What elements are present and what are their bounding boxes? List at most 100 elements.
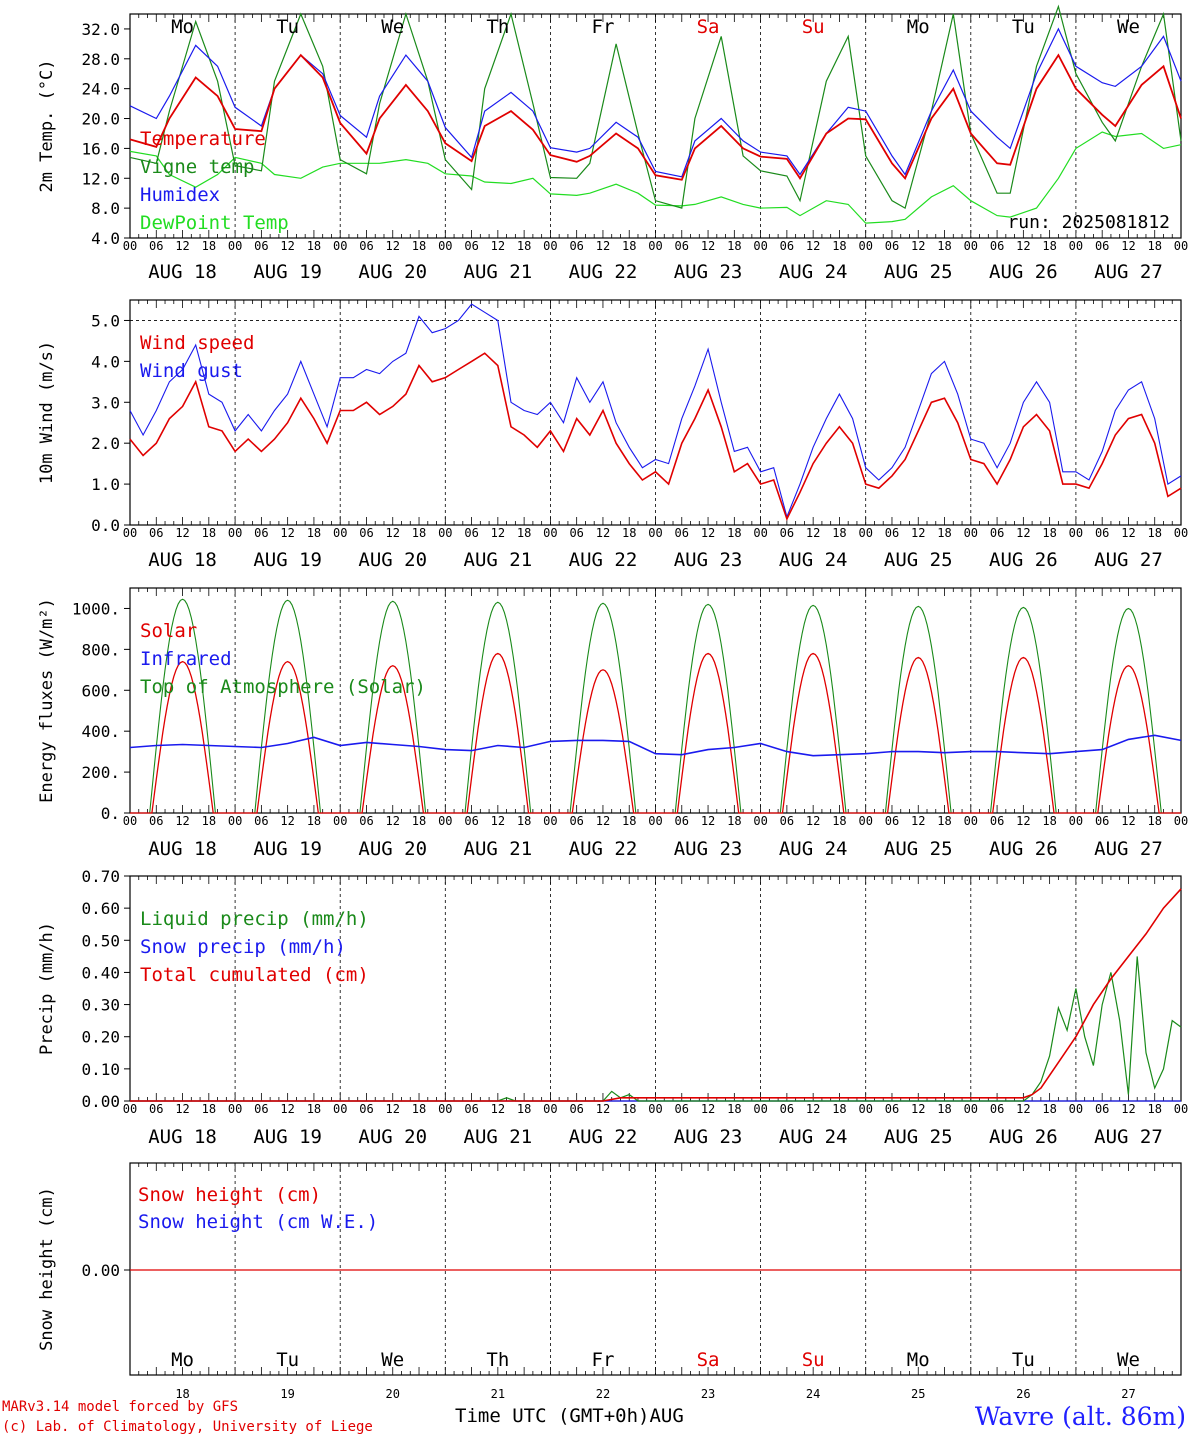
hour-tick-label: 12 (1121, 239, 1135, 253)
date-label: AUG 18 (148, 1126, 217, 1148)
hour-tick-label: 06 (885, 1102, 899, 1116)
hour-tick-label: 00 (333, 239, 347, 253)
weekday-label: Tu (276, 1349, 299, 1371)
day-number-label: 25 (911, 1387, 925, 1400)
hour-tick-label: 06 (780, 1102, 794, 1116)
date-label: AUG 23 (674, 1126, 743, 1148)
hour-tick-label: 06 (675, 1102, 689, 1116)
y-tick-label: 0.40 (81, 963, 120, 982)
y-tick-label: 4.0 (91, 229, 120, 248)
hour-tick-label: 06 (885, 526, 899, 540)
date-label: AUG 23 (674, 261, 743, 283)
hour-tick-label: 12 (386, 1102, 400, 1116)
legend-total-cumulated-cm: Total cumulated (cm) (140, 964, 369, 986)
series-infrared (129, 734, 1182, 757)
hour-tick-label: 00 (543, 814, 557, 828)
date-label: AUG 19 (253, 1126, 322, 1148)
hour-tick-label: 00 (228, 814, 242, 828)
panel-frame (129, 299, 1182, 526)
y-axis-label: 2m Temp. (°C) (37, 59, 57, 192)
hour-tick-label: 00 (1174, 526, 1188, 540)
hour-tick-label: 12 (806, 526, 820, 540)
hour-tick-label: 00 (123, 1102, 137, 1116)
y-tick-label: 8.0 (91, 199, 120, 218)
weekday-label: Mo (171, 16, 194, 38)
day-number-label: 20 (386, 1387, 400, 1400)
hour-tick-label: 06 (780, 814, 794, 828)
y-tick-label: 0.70 (81, 867, 120, 886)
hour-tick-label: 00 (1174, 239, 1188, 253)
weekday-label: Fr (592, 16, 615, 38)
legend-wind-gust: Wind gust (140, 360, 243, 382)
hour-tick-label: 18 (307, 1102, 321, 1116)
y-tick-label: 0.10 (81, 1060, 120, 1079)
hour-tick-label: 18 (727, 239, 741, 253)
date-label: AUG 27 (1094, 838, 1163, 860)
date-label: AUG 27 (1094, 1126, 1163, 1148)
hour-tick-label: 12 (596, 239, 610, 253)
model-credit: MARv3.14 model forced by GFS (2, 1399, 239, 1415)
day-number-label: 21 (491, 1387, 505, 1400)
panel-1: 00 06 12 18 AUG 18 00 06 12 18 AUG 19 00 06 12 18 AUG … (37, 4, 1188, 283)
weekday-label: Su (802, 16, 825, 38)
date-label: AUG 23 (674, 838, 743, 860)
hour-tick-label: 18 (937, 1102, 951, 1116)
hour-tick-label: 00 (333, 1102, 347, 1116)
hour-tick-label: 18 (202, 526, 216, 540)
y-tick-label: 0.30 (81, 996, 120, 1015)
hour-tick-label: 06 (359, 814, 373, 828)
y-tick-label: 0.50 (81, 931, 120, 950)
day-number-label: 27 (1121, 1387, 1135, 1400)
y-tick-label: 0. (101, 804, 120, 823)
hour-tick-label: 06 (885, 814, 899, 828)
hour-tick-label: 18 (202, 814, 216, 828)
y-tick-label: 28.0 (81, 50, 120, 69)
weekday-label: We (381, 16, 404, 38)
hour-tick-label: 18 (517, 814, 531, 828)
hour-tick-label: 12 (491, 526, 505, 540)
hour-tick-label: 00 (753, 1102, 767, 1116)
hour-tick-label: 12 (806, 1102, 820, 1116)
hour-tick-label: 18 (307, 239, 321, 253)
date-label: AUG 23 (674, 549, 743, 571)
hour-tick-label: 12 (280, 526, 294, 540)
date-label: AUG 26 (989, 838, 1058, 860)
hour-tick-label: 12 (596, 526, 610, 540)
hour-tick-label: 06 (990, 814, 1004, 828)
date-label: AUG 24 (779, 1126, 848, 1148)
y-tick-label: 0.00 (81, 1261, 120, 1280)
legend-temperature: Temperature (140, 128, 266, 150)
panel-3: 00 06 12 18 AUG 18 00 06 12 18 AUG 19 00 06 12 18 AUG … (37, 587, 1188, 860)
hour-tick-label: 00 (438, 1102, 452, 1116)
hour-tick-label: 18 (937, 526, 951, 540)
time-axis-text: Time UTC (GMT+0h) (455, 1405, 650, 1427)
hour-tick-label: 00 (123, 814, 137, 828)
date-label: AUG 21 (464, 261, 533, 283)
hour-tick-label: 12 (911, 1102, 925, 1116)
hour-tick-label: 18 (412, 239, 426, 253)
date-label: AUG 22 (569, 549, 638, 571)
legend-wind-speed: Wind speed (140, 332, 254, 354)
hour-tick-label: 12 (175, 239, 189, 253)
hour-tick-label: 12 (1016, 1102, 1030, 1116)
date-label: AUG 20 (358, 261, 427, 283)
date-label: AUG 20 (358, 838, 427, 860)
hour-tick-label: 00 (228, 526, 242, 540)
y-tick-label: 400. (81, 722, 120, 741)
hour-tick-label: 12 (596, 814, 610, 828)
hour-tick-label: 12 (701, 239, 715, 253)
hour-tick-label: 18 (1147, 526, 1161, 540)
weekday-label: Tu (276, 16, 299, 38)
y-axis-label: Energy fluxes (W/m²) (37, 598, 57, 803)
hour-tick-label: 06 (254, 814, 268, 828)
hour-tick-label: 12 (491, 239, 505, 253)
y-tick-label: 200. (81, 763, 120, 782)
date-label: AUG 26 (989, 261, 1058, 283)
panel-4: 00 06 12 18 AUG 18 00 06 12 18 AUG 19 00 06 12 18 AUG … (37, 867, 1188, 1148)
y-axis-label: Precip (mm/h) (37, 922, 57, 1055)
y-tick-label: 3.0 (91, 393, 120, 412)
panel-5: 0.00 Snow height (cm) Snow height (cm) Snow… (37, 1162, 1182, 1400)
date-label: AUG 21 (464, 1126, 533, 1148)
hour-tick-label: 12 (280, 1102, 294, 1116)
legend-dewpoint-temp: DewPoint Temp (140, 212, 289, 234)
